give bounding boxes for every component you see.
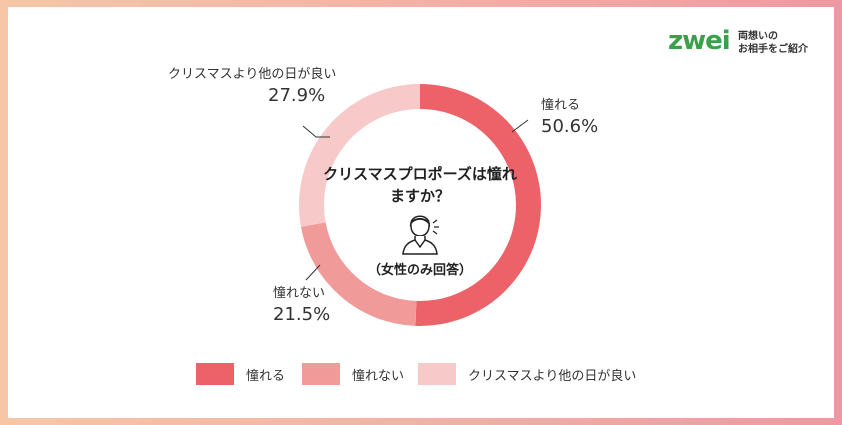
donut-slice-1	[415, 84, 541, 326]
legend-swatch	[196, 363, 234, 385]
logo-tagline-line2: お相手をご紹介	[738, 43, 808, 55]
slice-label-2: 憧れない 21.5%	[273, 285, 330, 327]
donut-slice-2	[301, 222, 417, 326]
zwei-wordmark-icon: zwei	[668, 26, 731, 56]
svg-text:zwei: zwei	[668, 26, 730, 54]
logo-tagline-line1: 両想いの	[738, 30, 778, 42]
legend-item-1: 憧れる	[196, 360, 285, 388]
donut-slice-3	[299, 84, 420, 227]
legend-label: 憧れない	[352, 368, 405, 384]
logo-tagline: 両想いの お相手をご紹介	[738, 30, 808, 56]
leader-line	[511, 119, 529, 133]
slice-label-name: 憧れる	[541, 98, 581, 113]
woman-person-icon	[399, 209, 441, 259]
legend-swatch	[418, 363, 456, 385]
slice-label-value: 50.6%	[541, 116, 599, 137]
logo-wordmark: zwei	[668, 26, 731, 59]
legend-label: クリスマスより他の日が良い	[468, 368, 637, 384]
slice-label-3: クリスマスより他の日が良い 27.9%	[168, 66, 336, 108]
zwei-logo: zwei 両想いの お相手をご紹介	[668, 26, 808, 59]
legend-item-2: 憧れない	[302, 360, 404, 388]
chart-card	[8, 7, 834, 418]
legend-item-3: クリスマスより他の日が良い	[418, 360, 636, 388]
leader-line	[305, 264, 321, 281]
slice-label-name: クリスマスより他の日が良い	[168, 67, 337, 82]
legend: 憧れる 憧れない クリスマスより他の日が良い	[0, 360, 842, 390]
legend-label: 憧れる	[246, 368, 286, 384]
chart-subtitle: （女性のみ回答）	[367, 263, 472, 278]
slice-label-name: 憧れない	[273, 286, 326, 301]
chart-title: クリスマスプロポーズは憧れますか？	[323, 165, 517, 205]
slice-label-1: 憧れる 50.6%	[541, 97, 598, 139]
leader-line	[302, 125, 330, 138]
legend-swatch	[302, 363, 340, 385]
slice-label-value: 27.9%	[268, 85, 326, 106]
slice-label-value: 21.5%	[273, 304, 331, 325]
